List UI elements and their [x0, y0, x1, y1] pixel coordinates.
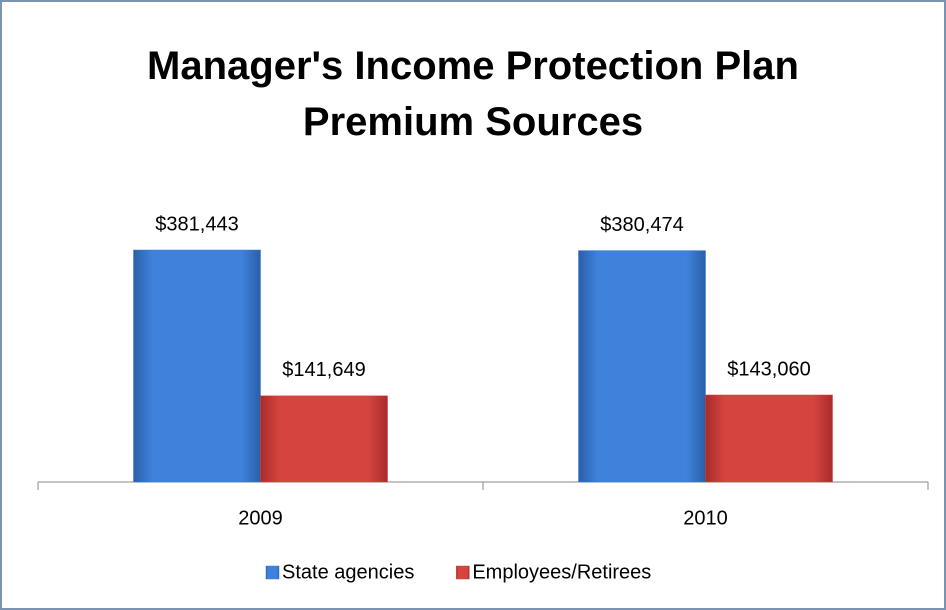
- x-tick-label: 2009: [238, 507, 283, 529]
- bar: [705, 394, 833, 483]
- value-label: $141,649: [282, 359, 365, 381]
- value-label: $143,060: [727, 358, 810, 380]
- value-label: $380,474: [600, 214, 683, 236]
- legend-label: State agencies: [282, 561, 414, 583]
- value-label: $381,443: [155, 213, 238, 235]
- legend-label: Employees/Retirees: [472, 561, 651, 583]
- legend-swatch: [265, 565, 280, 580]
- bar: [133, 249, 261, 483]
- legend-swatch: [456, 565, 470, 580]
- bar: [260, 395, 388, 483]
- chart-title: Manager's Income Protection Plan Premium…: [147, 44, 799, 144]
- x-tick-label: 2010: [683, 507, 728, 529]
- bar: [578, 250, 706, 483]
